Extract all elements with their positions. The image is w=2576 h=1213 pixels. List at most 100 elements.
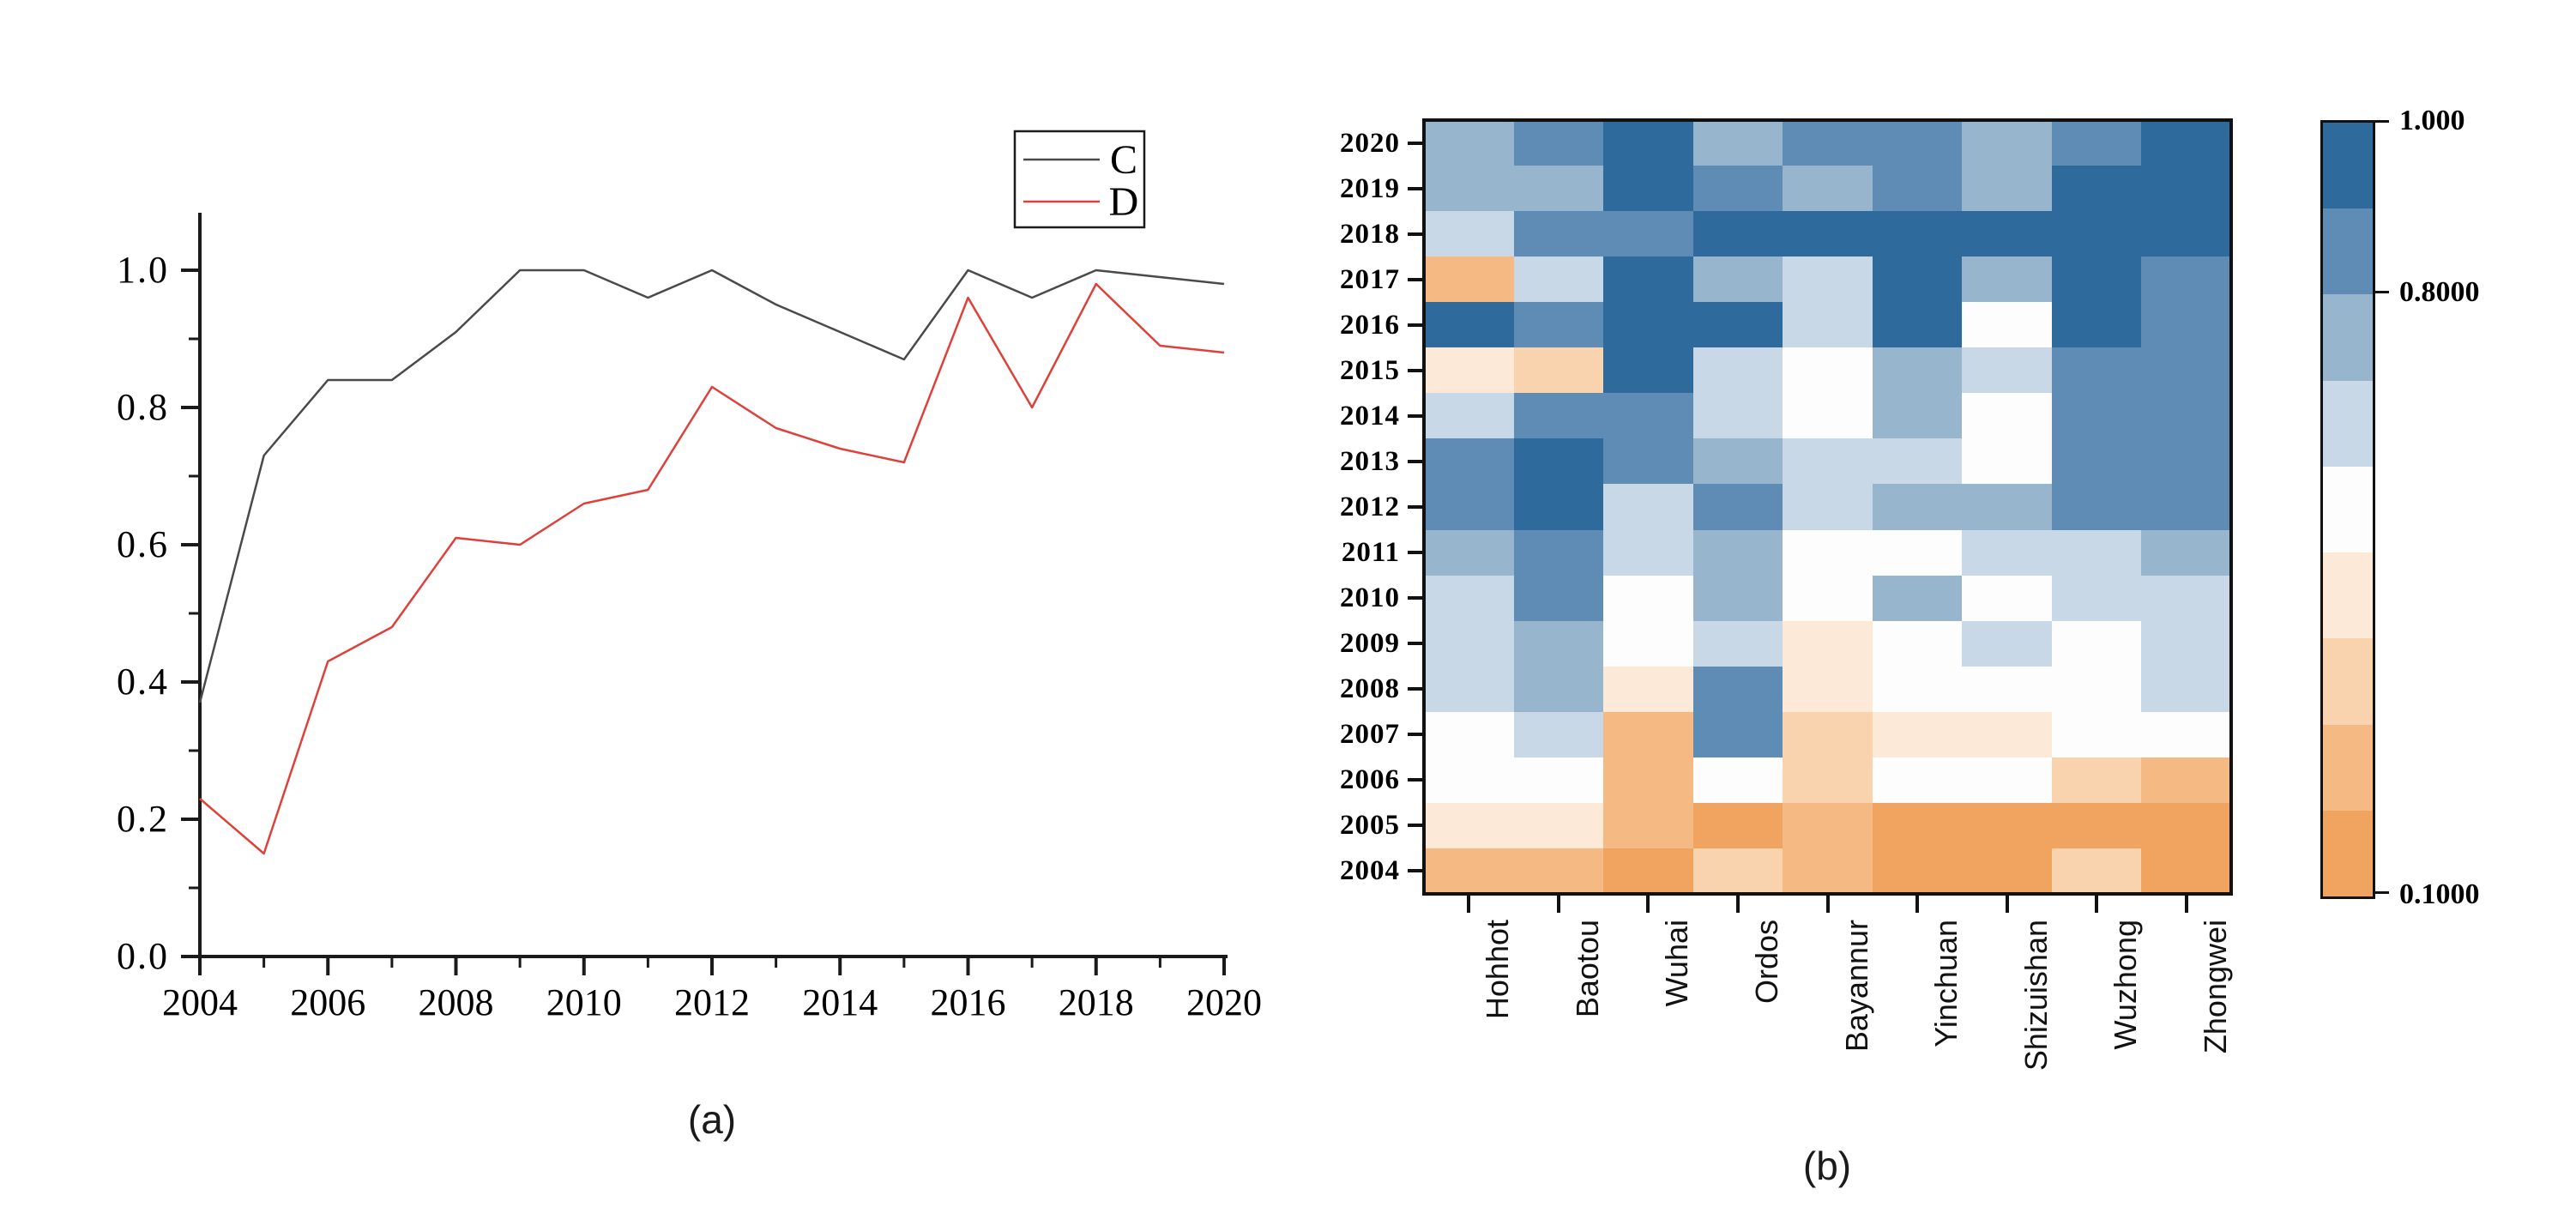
colorbar-tick-label: 0.1000 [2399, 878, 2480, 910]
heatmap-cell-2010-Ordos [1692, 575, 1783, 621]
heatmap-cell-2004-Hohhot [1424, 848, 1514, 894]
heatmap-row-tick [1408, 368, 1422, 372]
x-tick-label: 2006 [290, 981, 365, 1023]
heatmap-cell-2020-Zhongwei [2141, 120, 2231, 166]
x-tick-label: 2010 [546, 981, 622, 1023]
heatmap-cell-2013-Yinchuan [1872, 438, 1963, 485]
heatmap-cell-2016-Zhongwei [2141, 302, 2231, 348]
heatmap-cell-2017-Shizuishan [1962, 256, 2052, 303]
heatmap-cell-2005-Baotou [1513, 802, 1604, 848]
heatmap-cell-2019-Bayannur [1783, 166, 1873, 212]
heatmap-cell-2006-Ordos [1692, 757, 1783, 803]
heatmap-row-label: 2009 [1340, 628, 1400, 660]
heatmap-cell-2004-Ordos [1692, 848, 1783, 894]
heatmap-cell-2010-Wuhai [1603, 575, 1693, 621]
heatmap-cell-2006-Baotou [1513, 757, 1604, 803]
x-tick-label: 2014 [802, 981, 878, 1023]
y-tick-label: 0.4 [117, 661, 169, 703]
heatmap-cell-2004-Baotou [1513, 848, 1604, 894]
heatmap-cell-2018-Shizuishan [1962, 211, 2052, 257]
heatmap-cell-2012-Hohhot [1424, 484, 1514, 530]
heatmap-cell-2012-Baotou [1513, 484, 1604, 530]
heatmap-cell-2012-Ordos [1692, 484, 1783, 530]
heatmap-cell-2016-Bayannur [1783, 302, 1873, 348]
heatmap-cell-2016-Hohhot [1424, 302, 1514, 348]
heatmap-cell-2012-Wuzhong [2051, 484, 2142, 530]
heatmap-cell-2006-Wuzhong [2051, 757, 2142, 803]
colorbar [2320, 120, 2375, 899]
heatmap-cell-2020-Hohhot [1424, 120, 1514, 166]
heatmap-cell-2010-Shizuishan [1962, 575, 2052, 621]
heatmap-cell-2019-Yinchuan [1872, 166, 1963, 212]
heatmap-cell-2014-Baotou [1513, 393, 1604, 439]
heatmap-row-tick [1408, 687, 1422, 691]
heatmap-col-label: Yinchuan [1928, 920, 1964, 1047]
colorbar-segment [2323, 810, 2373, 896]
panel-b-caption: (b) [1802, 1144, 1852, 1188]
heatmap-row-tick [1408, 869, 1422, 873]
colorbar-tick [2373, 291, 2389, 294]
heatmap-cell-2017-Baotou [1513, 256, 1604, 303]
heatmap-cell-2012-Wuhai [1603, 484, 1693, 530]
heatmap-cell-2015-Bayannur [1783, 347, 1873, 394]
heatmap-cell-2005-Zhongwei [2141, 802, 2231, 848]
heatmap-cell-2015-Wuhai [1603, 347, 1693, 394]
heatmap-col-tick [1467, 896, 1471, 913]
heatmap-row-tick [1408, 551, 1422, 555]
x-tick-label: 2020 [1186, 981, 1262, 1023]
colorbar-segment [2323, 724, 2373, 811]
heatmap-col-label: Wuhai [1659, 920, 1695, 1007]
heatmap-cell-2004-Wuhai [1603, 848, 1693, 894]
heatmap-cell-2011-Bayannur [1783, 529, 1873, 576]
x-tick-label: 2018 [1059, 981, 1134, 1023]
heatmap-row-label: 2014 [1340, 400, 1400, 431]
heatmap-cell-2011-Shizuishan [1962, 529, 2052, 576]
heatmap-col-tick [1915, 896, 1920, 913]
heatmap-col-label: Baotou [1569, 920, 1605, 1018]
heatmap-cell-2013-Wuhai [1603, 438, 1693, 485]
heatmap-cell-2010-Bayannur [1783, 575, 1873, 621]
heatmap-cell-2015-Yinchuan [1872, 347, 1963, 394]
x-tick-label: 2012 [674, 981, 750, 1023]
heatmap-cell-2005-Yinchuan [1872, 802, 1963, 848]
heatmap-row-tick [1408, 141, 1422, 145]
heatmap-cell-2010-Wuzhong [2051, 575, 2142, 621]
heatmap-cell-2005-Wuzhong [2051, 802, 2142, 848]
heatmap-cell-2019-Zhongwei [2141, 166, 2231, 212]
heatmap-cell-2008-Wuhai [1603, 666, 1693, 712]
heatmap-cell-2007-Yinchuan [1872, 711, 1963, 757]
colorbar-tick [2373, 120, 2389, 123]
heatmap-cell-2017-Wuhai [1603, 256, 1693, 303]
heatmap-row-label: 2019 [1340, 172, 1400, 204]
heatmap-cell-2005-Shizuishan [1962, 802, 2052, 848]
heatmap-cell-2011-Zhongwei [2141, 529, 2231, 576]
series-line-D [199, 282, 1225, 855]
heatmap-cell-2019-Wuhai [1603, 166, 1693, 212]
heatmap-cell-2018-Ordos [1692, 211, 1783, 257]
heatmap-cell-2008-Bayannur [1783, 666, 1873, 712]
heatmap-cell-2016-Yinchuan [1872, 302, 1963, 348]
heatmap-row-tick [1408, 413, 1422, 418]
heatmap-cell-2009-Shizuishan [1962, 620, 2052, 667]
heatmap-cell-2008-Shizuishan [1962, 666, 2052, 712]
heatmap-cell-2017-Zhongwei [2141, 256, 2231, 303]
heatmap-cell-2018-Yinchuan [1872, 211, 1963, 257]
heatmap-row-label: 2008 [1340, 673, 1400, 705]
heatmap-cell-2009-Wuzhong [2051, 620, 2142, 667]
colorbar-tick-label: 0.8000 [2399, 276, 2480, 309]
heatmap-cell-2014-Zhongwei [2141, 393, 2231, 439]
heatmap-row-label: 2013 [1340, 445, 1400, 477]
heatmap-row-tick [1408, 824, 1422, 828]
heatmap-row-label: 2011 [1341, 537, 1400, 569]
legend-label: C [1110, 137, 1137, 183]
heatmap-cell-2005-Hohhot [1424, 802, 1514, 848]
heatmap-cell-2020-Yinchuan [1872, 120, 1963, 166]
heatmap-row-label: 2016 [1340, 309, 1400, 341]
heatmap-cell-2015-Ordos [1692, 347, 1783, 394]
heatmap-cell-2016-Ordos [1692, 302, 1783, 348]
heatmap-row-label: 2010 [1340, 582, 1400, 614]
heatmap-row-label: 2004 [1340, 855, 1400, 887]
heatmap-cell-2014-Wuzhong [2051, 393, 2142, 439]
heatmap-cell-2013-Hohhot [1424, 438, 1514, 485]
heatmap-cell-2017-Ordos [1692, 256, 1783, 303]
